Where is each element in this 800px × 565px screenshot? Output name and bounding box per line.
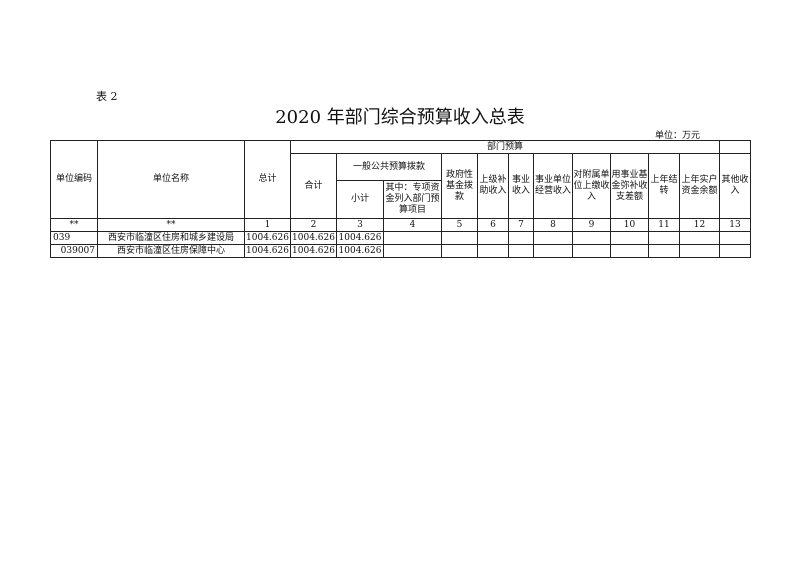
index-cell: 9 [572,218,611,232]
index-cell: ** [97,218,245,232]
header-name: 单位名称 [97,140,245,219]
index-cell: 6 [477,218,509,232]
budget-table: 单位编码 单位名称 总计 部门预算 合计 一般公共预算拨款 政府性基金拨款 上级… [50,140,751,258]
header-total: 总计 [244,140,291,219]
header-fund-cover: 用事业基金弥补收支差额 [610,153,649,219]
total-value: 1004.626 [244,231,291,245]
unit-name: 西安市临潼区住房保障中心 [97,244,245,258]
unit-label: 单位：万元 [655,131,701,141]
index-cell: 5 [441,218,478,232]
header-gov-fund: 政府性基金拨款 [441,153,478,219]
sum-value: 1004.626 [290,231,337,245]
header-other: 其他收入 [719,153,751,219]
header-code: 单位编码 [50,140,98,219]
index-cell: 12 [679,218,720,232]
index-cell: 11 [648,218,680,232]
index-cell: 7 [508,218,534,232]
index-cell: 2 [290,218,337,232]
subtotal-value: 1004.626 [336,244,384,258]
table-row: 039 西安市临潼区住房和城乡建设局 1004.626 1004.626 100… [50,231,751,245]
header-superior: 上级补助收入 [477,153,509,219]
index-cell: ** [50,218,98,232]
unit-name: 西安市临潼区住房和城乡建设局 [97,231,245,245]
header-special: 其中：专项资金列入部门预算项目 [383,180,442,219]
index-cell: 8 [533,218,573,232]
index-cell: 3 [336,218,384,232]
index-row: ** ** 1 2 3 4 5 6 7 8 9 10 11 12 13 [50,218,751,232]
table-row: 039007 西安市临潼区住房保障中心 1004.626 1004.626 10… [50,244,751,258]
header-affiliated: 对附属单位上缴收入 [572,153,611,219]
index-cell: 4 [383,218,442,232]
header-operation: 事业单位经营收入 [533,153,573,219]
header-general: 一般公共预算拨款 [336,153,442,181]
unit-code: 039007 [50,244,98,258]
index-cell: 13 [719,218,751,232]
header-sub: 小计 [336,180,384,219]
index-cell: 10 [610,218,649,232]
sum-value: 1004.626 [290,244,337,258]
header-dept-budget: 部门预算 [290,140,720,154]
header-blank [719,140,751,154]
header-carryover: 上年结转 [648,153,680,219]
header-business: 事业收入 [508,153,534,219]
total-value: 1004.626 [244,244,291,258]
subtotal-value: 1004.626 [336,231,384,245]
header-sum: 合计 [290,153,337,219]
header-balance: 上年实户资金余额 [679,153,720,219]
index-cell: 1 [244,218,291,232]
table-label: 表 2 [96,90,118,103]
page-title: 2020 年部门综合预算收入总表 [275,107,525,128]
unit-code: 039 [50,231,98,245]
